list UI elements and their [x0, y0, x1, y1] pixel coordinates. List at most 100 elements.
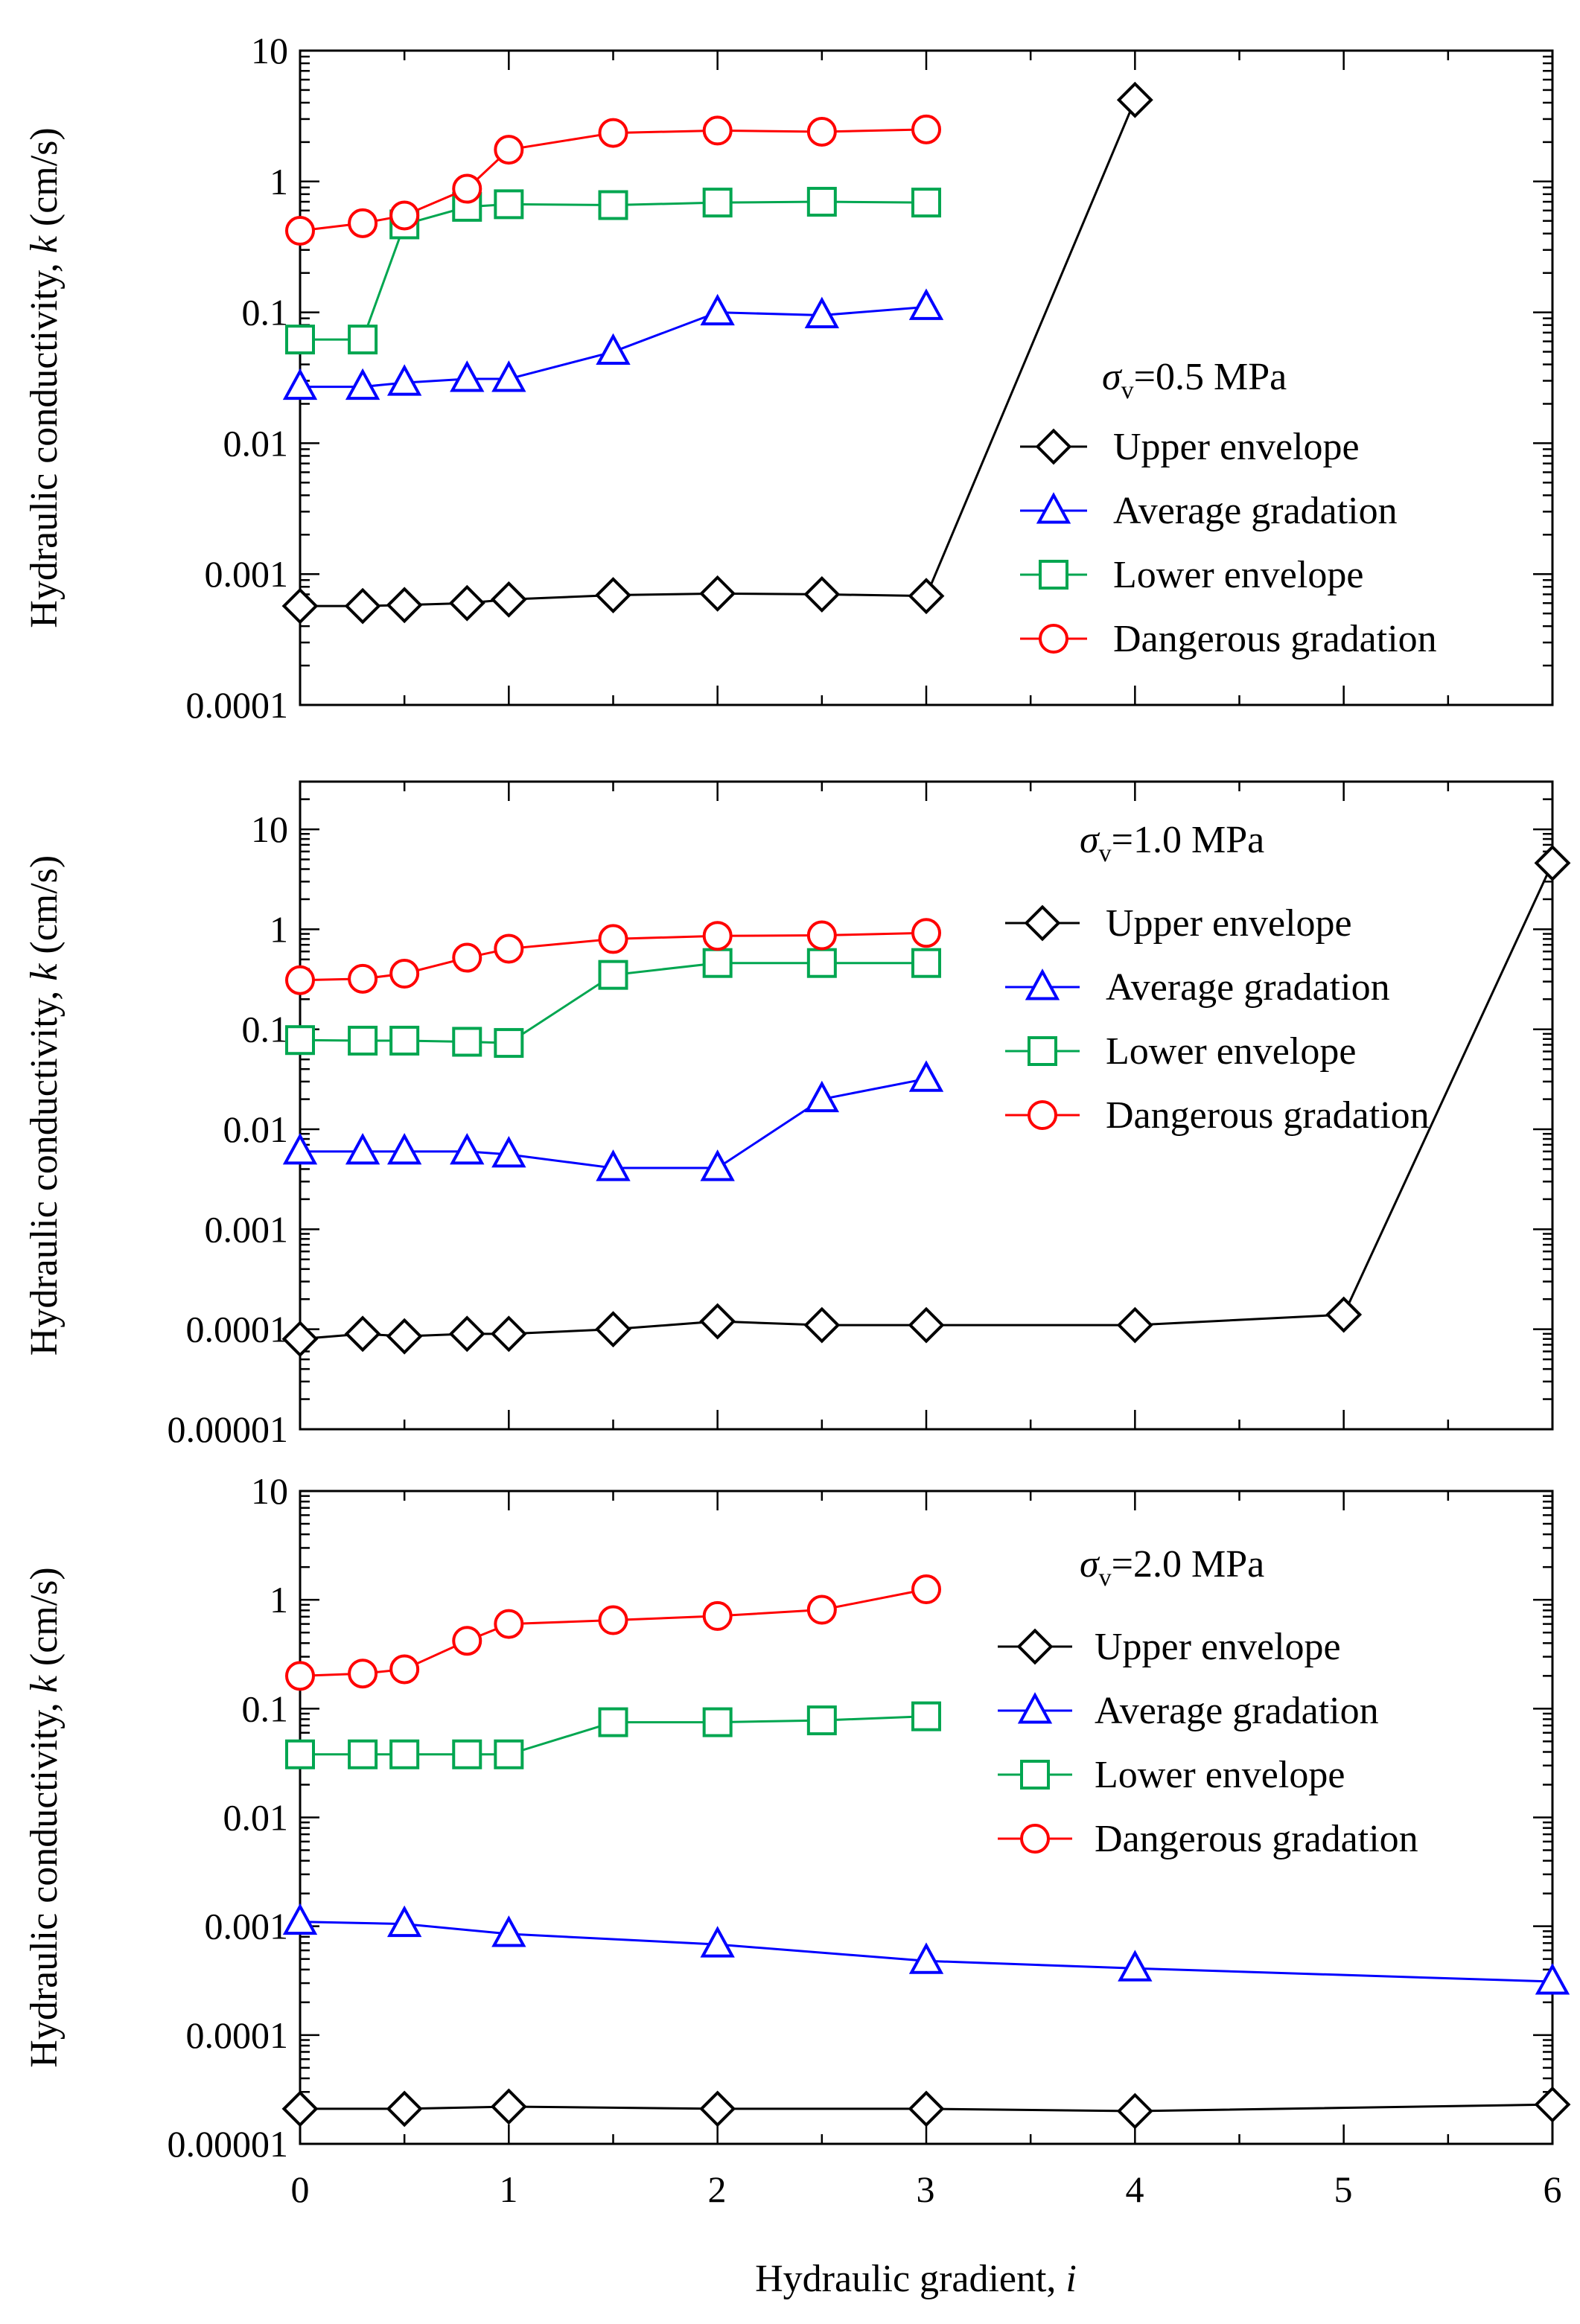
y-axis-label: Hydraulic conductivity, k (cm/s)	[23, 855, 66, 1356]
x-tick-label: 4	[1126, 2168, 1144, 2210]
data-point-dangerous	[598, 118, 628, 148]
legend-marker-average	[1025, 968, 1060, 1000]
data-point-average	[1118, 1950, 1153, 1982]
legend-marker-dangerous	[1039, 624, 1068, 654]
data-point-dangerous	[389, 1654, 420, 1685]
legend: σv=2.0 MPa Upper envelope Average gradatio…	[998, 1543, 1418, 1860]
legend-marker-dangerous	[1020, 1824, 1050, 1854]
data-point-dangerous	[806, 116, 837, 147]
data-point-dangerous	[494, 933, 524, 964]
data-point-lower	[911, 1701, 941, 1731]
legend-stress-label: σv=1.0 MPa	[1080, 819, 1264, 867]
series-dangerous	[285, 114, 941, 246]
legend-item-average: Average gradation	[998, 1690, 1379, 1732]
x-axis-label: Hydraulic gradient, i	[755, 2258, 1077, 2300]
data-point-upper	[1116, 1306, 1153, 1344]
data-point-upper	[281, 587, 319, 625]
data-point-upper	[908, 2090, 945, 2127]
data-point-average	[386, 1905, 422, 1938]
data-point-upper	[344, 1315, 381, 1353]
legend-marker-lower	[1028, 1036, 1057, 1066]
y-axis-ticks	[300, 49, 1552, 706]
x-tick-label: 0	[291, 2168, 310, 2210]
legend-marker-upper	[1024, 904, 1061, 942]
series-dangerous	[285, 918, 941, 995]
data-point-lower	[494, 1028, 524, 1059]
series-average	[282, 1903, 1570, 1995]
data-point-average	[282, 368, 318, 400]
data-point-dangerous	[348, 208, 378, 238]
data-point-upper	[386, 2090, 423, 2127]
data-point-upper	[803, 1306, 841, 1344]
data-point-dangerous	[911, 1574, 941, 1605]
data-point-upper	[281, 2090, 319, 2127]
data-point-average	[491, 360, 526, 392]
data-point-upper	[908, 1306, 945, 1344]
data-point-lower	[452, 1739, 482, 1769]
legend-item-average: Average gradation	[1005, 966, 1390, 1009]
data-point-upper	[595, 1311, 631, 1348]
data-point-lower	[598, 190, 628, 220]
series-upper	[281, 81, 1153, 625]
legend-sigma-subscript: v	[1121, 377, 1134, 404]
legend: σv=0.5 MPa Upper envelope Average gradatio…	[1020, 356, 1437, 660]
y-tick-label: 0.001	[205, 553, 289, 595]
data-point-average	[804, 1080, 840, 1113]
legend-item-average: Average gradation	[1020, 490, 1398, 532]
y-tick-label: 0.01	[223, 1797, 289, 1839]
y-tick-label: 1	[270, 908, 288, 950]
x-axis-ticks	[299, 1491, 1554, 2144]
data-point-average	[908, 288, 944, 320]
data-point-average	[345, 1132, 380, 1165]
y-axis-label-unit: (cm/s)	[23, 855, 66, 964]
data-point-dangerous	[702, 921, 733, 951]
legend-label-upper: Upper envelope	[1095, 1626, 1341, 1668]
legend-sigma: σ	[1080, 1543, 1100, 1586]
x-tick-label: 5	[1334, 2168, 1353, 2210]
data-point-average	[908, 1060, 944, 1092]
data-point-upper	[803, 576, 841, 613]
data-point-upper	[490, 581, 527, 618]
legend-item-upper: Upper envelope	[1005, 902, 1352, 945]
y-axis-label-unit: (cm/s)	[23, 1567, 66, 1676]
series-upper	[281, 844, 1571, 1358]
data-point-lower	[598, 960, 628, 990]
legend-item-lower: Lower envelope	[998, 1754, 1345, 1796]
data-point-dangerous	[806, 920, 837, 951]
chart-panel-3: 0.00001 0.0001 0.001 0.01 0.1 1 10 Hydraulic co…	[23, 1470, 1571, 2165]
data-point-dangerous	[911, 918, 941, 948]
data-point-lower	[911, 948, 941, 978]
data-point-average	[386, 1132, 422, 1165]
legend-item-dangerous: Dangerous gradation	[998, 1818, 1418, 1860]
legend-sigma-subscript: v	[1099, 840, 1112, 867]
data-point-lower	[348, 325, 378, 355]
y-axis-label: Hydraulic conductivity, k (cm/s)	[23, 1567, 66, 2067]
series-lower	[285, 948, 941, 1059]
data-point-lower	[702, 948, 733, 978]
data-point-upper	[490, 1315, 527, 1353]
data-point-upper	[281, 1321, 319, 1358]
data-point-lower	[494, 1739, 524, 1769]
data-point-dangerous	[702, 115, 733, 146]
legend-marker-lower	[1020, 1760, 1050, 1790]
data-point-dangerous	[494, 1609, 524, 1639]
legend-marker-lower	[1039, 560, 1068, 590]
x-axis-label-prefix: Hydraulic gradient,	[755, 2258, 1065, 2300]
legend-label-average: Average gradation	[1095, 1690, 1379, 1732]
data-point-dangerous	[911, 114, 941, 144]
series-lower	[285, 187, 941, 355]
data-point-upper	[908, 578, 945, 615]
series-average	[282, 288, 944, 400]
data-point-upper	[448, 1315, 485, 1353]
y-tick-label: 1	[270, 161, 288, 202]
legend-sigma-subscript: v	[1099, 1564, 1112, 1592]
data-point-average	[386, 364, 422, 396]
data-point-lower	[452, 1027, 482, 1057]
data-point-dangerous	[389, 200, 420, 231]
y-tick-label: 0.0001	[186, 684, 289, 726]
y-tick-label: 0.001	[205, 1906, 289, 1947]
data-point-upper	[1116, 81, 1153, 118]
x-tick-label: 1	[500, 2168, 518, 2210]
data-point-upper	[386, 587, 423, 624]
